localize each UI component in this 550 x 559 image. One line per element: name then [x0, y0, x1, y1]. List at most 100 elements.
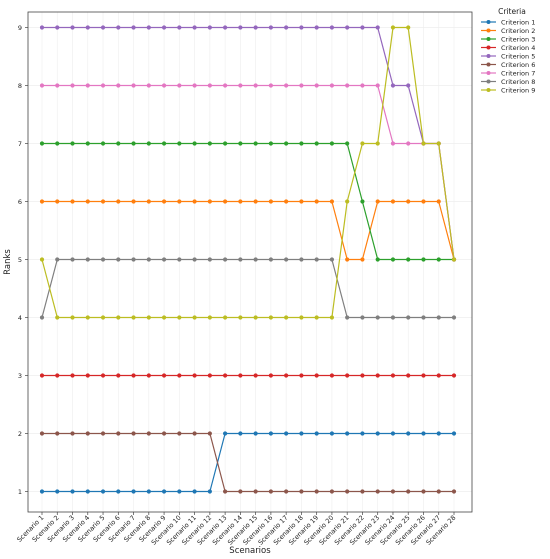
data-point	[314, 373, 319, 378]
data-point	[314, 489, 319, 494]
data-point	[436, 489, 441, 494]
data-point	[284, 431, 289, 436]
data-point	[421, 431, 426, 436]
legend-label: Criterion 7	[501, 69, 535, 77]
data-point	[223, 431, 228, 436]
data-point	[131, 489, 136, 494]
data-point	[375, 373, 380, 378]
data-point	[161, 315, 167, 320]
data-point	[55, 489, 60, 494]
data-point	[161, 431, 167, 436]
data-point	[177, 257, 182, 262]
data-point	[345, 199, 350, 204]
data-point	[223, 25, 228, 30]
series-line	[41, 26, 455, 319]
data-point	[284, 199, 289, 204]
data-point	[238, 257, 243, 262]
data-point	[177, 373, 182, 378]
data-point	[116, 25, 121, 30]
data-point	[268, 373, 273, 378]
data-point	[421, 315, 426, 320]
data-point	[55, 257, 60, 262]
data-point	[223, 83, 228, 88]
legend-label: Criterion 9	[501, 86, 535, 94]
data-point	[406, 315, 411, 320]
legend-item: Criterion 2	[481, 27, 535, 35]
data-point	[314, 199, 319, 204]
data-point	[100, 431, 106, 436]
data-point	[299, 199, 304, 204]
data-point	[177, 431, 182, 436]
legend-label: Criterion 3	[501, 35, 535, 43]
data-point	[329, 431, 335, 436]
data-point	[360, 199, 365, 204]
data-point	[85, 257, 90, 262]
data-point	[329, 373, 335, 378]
data-point	[55, 315, 60, 320]
data-point	[284, 83, 289, 88]
data-point	[329, 257, 335, 262]
data-point	[390, 431, 396, 436]
data-point	[192, 257, 197, 262]
data-point	[299, 25, 304, 30]
data-point	[177, 199, 182, 204]
data-point	[207, 431, 212, 436]
data-point	[314, 315, 319, 320]
data-point	[390, 141, 396, 146]
legend-title: Criteria	[498, 7, 526, 16]
data-point	[268, 315, 273, 320]
data-point	[299, 83, 304, 88]
data-point	[85, 489, 90, 494]
y-tick-label: 3	[18, 372, 22, 380]
data-point	[436, 315, 441, 320]
series-line	[42, 432, 454, 493]
data-point	[207, 199, 212, 204]
data-point	[70, 315, 75, 320]
series-criterion-9	[39, 25, 457, 320]
data-point	[146, 431, 151, 436]
data-point	[146, 315, 151, 320]
legend-swatch-marker	[486, 54, 491, 58]
data-point	[116, 83, 121, 88]
data-point	[116, 141, 121, 146]
data-point	[85, 373, 90, 378]
data-point	[70, 489, 75, 494]
data-point	[360, 489, 365, 494]
legend-label: Criterion 6	[501, 61, 535, 69]
data-point	[131, 25, 136, 30]
series-criterion-6	[39, 431, 457, 494]
y-tick-label: 7	[18, 140, 22, 148]
legend-item: Criterion 5	[481, 52, 535, 60]
data-point	[406, 25, 411, 30]
data-point	[406, 257, 411, 262]
legend-swatch-marker	[486, 79, 491, 84]
plot-frame	[27, 11, 473, 513]
data-point	[85, 315, 90, 320]
data-point	[161, 489, 167, 494]
data-point	[268, 257, 273, 262]
y-axis-label: Ranks	[3, 249, 13, 275]
series-criterion-4	[39, 373, 457, 378]
data-point	[146, 141, 151, 146]
legend-item: Criterion 6	[481, 61, 535, 69]
data-point	[451, 257, 457, 262]
series-line	[42, 200, 455, 261]
data-point	[100, 315, 106, 320]
data-point	[436, 199, 441, 204]
legend-label: Criterion 4	[501, 44, 535, 52]
data-point	[70, 373, 75, 378]
data-point	[421, 489, 426, 494]
data-point	[268, 25, 273, 30]
legend-swatch-marker	[486, 37, 491, 41]
data-point	[421, 257, 426, 262]
data-point	[406, 83, 411, 88]
data-point	[345, 257, 350, 262]
data-point	[314, 141, 319, 146]
data-point	[314, 431, 319, 436]
data-point	[146, 489, 151, 494]
data-point	[253, 489, 258, 494]
data-point	[131, 199, 136, 204]
